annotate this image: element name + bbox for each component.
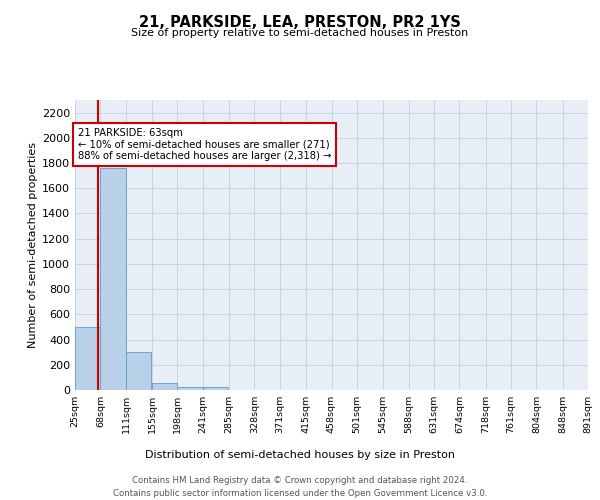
Bar: [126, 352, 151, 390]
Text: Distribution of semi-detached houses by size in Preston: Distribution of semi-detached houses by …: [145, 450, 455, 460]
Text: Contains public sector information licensed under the Open Government Licence v3: Contains public sector information licen…: [113, 489, 487, 498]
Text: Contains HM Land Registry data © Crown copyright and database right 2024.: Contains HM Land Registry data © Crown c…: [132, 476, 468, 485]
Bar: [100, 168, 126, 390]
Bar: [75, 328, 100, 390]
Text: 21 PARKSIDE: 63sqm
← 10% of semi-detached houses are smaller (271)
88% of semi-d: 21 PARKSIDE: 63sqm ← 10% of semi-detache…: [78, 128, 331, 161]
Bar: [152, 383, 178, 390]
Text: 21, PARKSIDE, LEA, PRESTON, PR2 1YS: 21, PARKSIDE, LEA, PRESTON, PR2 1YS: [139, 15, 461, 30]
Bar: [178, 387, 203, 390]
Text: Size of property relative to semi-detached houses in Preston: Size of property relative to semi-detach…: [131, 28, 469, 38]
Bar: [203, 388, 229, 390]
Y-axis label: Number of semi-detached properties: Number of semi-detached properties: [28, 142, 38, 348]
